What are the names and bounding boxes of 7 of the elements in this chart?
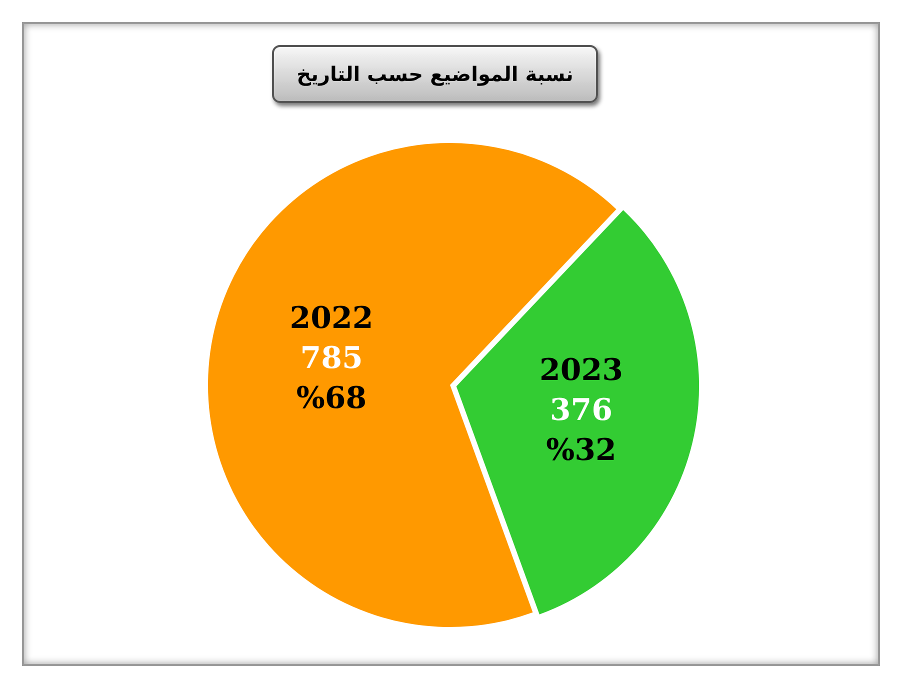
data-label: 376 [550,392,613,428]
chart-title: نسبة المواضيع حسب التاريخ [272,45,598,103]
text: %32 [546,432,616,468]
data-label: 785 [300,341,363,376]
slice-label: 2022 [290,301,374,336]
text: %68 [296,381,367,416]
slice-label: 2023 [539,352,623,388]
